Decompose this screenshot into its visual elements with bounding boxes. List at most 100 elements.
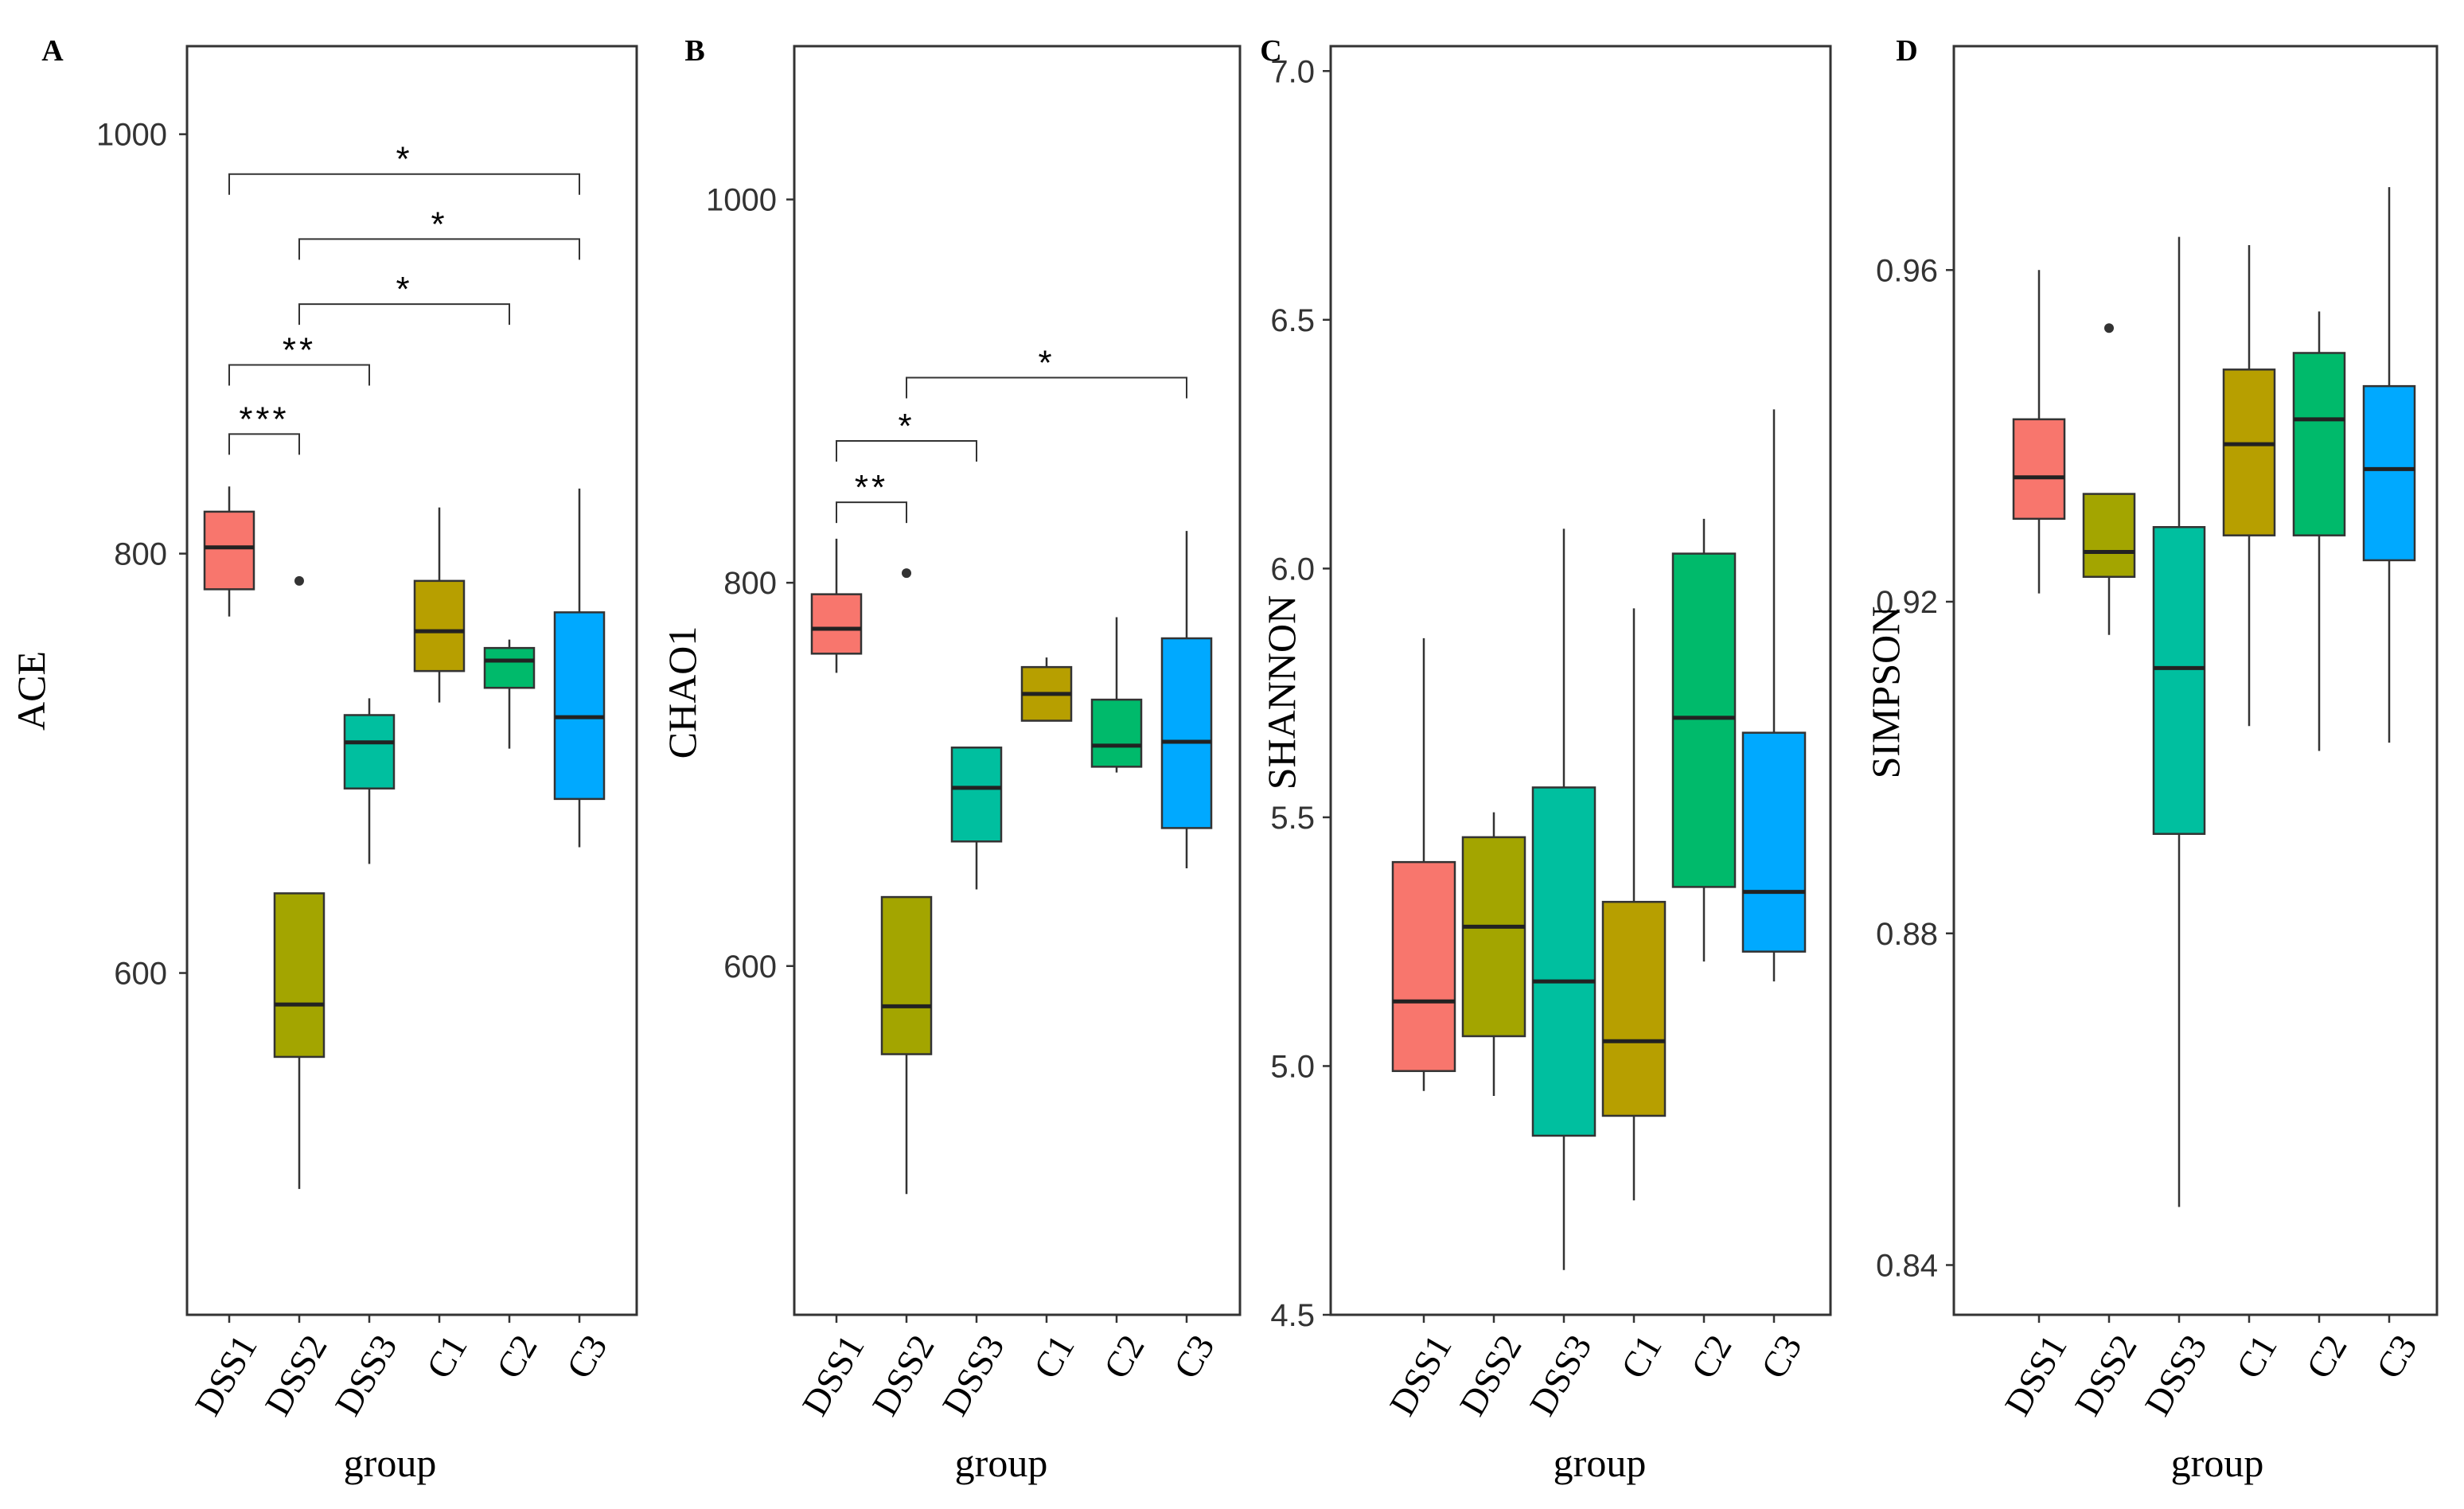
x-axis-label: group	[955, 1441, 1048, 1485]
box-iqr	[1461, 836, 1526, 1038]
box-iqr	[2152, 526, 2206, 835]
panel-letter: C	[1260, 34, 1281, 68]
y-tick-label: 800	[723, 566, 777, 601]
panel-letter: A	[41, 34, 64, 68]
significance-bracket	[298, 303, 510, 326]
y-tick-label: 800	[114, 537, 167, 572]
outlier-point	[294, 575, 304, 586]
box-iqr	[483, 646, 536, 689]
box-iqr	[1671, 552, 1737, 888]
box-iqr	[1601, 900, 1667, 1117]
box-dss2	[1461, 812, 1526, 1096]
box-dss3	[343, 698, 396, 864]
box-iqr	[810, 593, 863, 655]
box-dss1	[810, 538, 863, 673]
box-iqr	[1741, 731, 1807, 953]
plot-frame	[1329, 45, 1832, 1316]
y-tick-label: 1000	[706, 183, 777, 218]
significance-bracket	[836, 501, 907, 524]
y-axis-label: ACE	[9, 651, 53, 731]
y-tick-label: 5.5	[1270, 801, 1315, 836]
box-c2	[1671, 518, 1737, 962]
box-iqr	[273, 892, 326, 1059]
box-dss1	[2012, 270, 2066, 594]
box-c1	[2222, 245, 2276, 727]
significance-label: *	[898, 407, 914, 446]
box-dss2	[880, 568, 933, 1195]
panel-c: C4.55.05.56.06.57.0SHANNONgroupDSS1DSS2D…	[1259, 34, 1832, 1485]
box-dss2	[2082, 323, 2136, 635]
significance-label: *	[396, 270, 412, 309]
significance-label: *	[431, 205, 447, 244]
significance-label: *	[1038, 344, 1055, 383]
box-iqr	[2292, 352, 2346, 536]
box-c3	[553, 488, 606, 848]
y-tick-label: 1000	[96, 118, 167, 153]
x-axis-label: group	[1554, 1441, 1647, 1485]
significance-bracket	[228, 364, 370, 386]
y-tick-label: 0.84	[1876, 1248, 1938, 1283]
box-dss3	[950, 747, 1003, 890]
y-axis-label: SIMPSON	[1863, 606, 1908, 779]
box-iqr	[2362, 384, 2416, 562]
plot-frame	[1952, 45, 2439, 1316]
plot-frame	[793, 45, 1242, 1316]
outlier-point	[2104, 323, 2114, 333]
plot-frame	[185, 45, 638, 1316]
box-iqr	[413, 579, 466, 673]
y-tick-label: 0.92	[1876, 585, 1938, 620]
box-dss3	[2152, 236, 2206, 1207]
box-iqr	[203, 510, 255, 591]
significance-label: **	[855, 468, 888, 507]
outlier-point	[902, 568, 911, 579]
y-tick-label: 600	[114, 957, 167, 992]
box-dss2	[273, 575, 326, 1189]
box-c2	[483, 639, 536, 749]
box-c2	[1090, 617, 1143, 773]
box-iqr	[2012, 418, 2066, 521]
box-c1	[1601, 608, 1667, 1201]
significance-label: *	[396, 140, 412, 179]
box-dss1	[203, 486, 255, 617]
y-tick-label: 0.96	[1876, 253, 1938, 288]
y-tick-label: 600	[723, 949, 777, 985]
y-tick-label: 0.88	[1876, 917, 1938, 952]
box-c2	[2292, 311, 2346, 751]
box-iqr	[1391, 860, 1456, 1072]
box-iqr	[343, 714, 396, 790]
box-iqr	[880, 895, 933, 1055]
box-c3	[2362, 187, 2416, 743]
significance-bracket	[228, 173, 580, 195]
box-c3	[1160, 531, 1213, 868]
box-iqr	[1531, 786, 1597, 1137]
box-dss3	[1531, 528, 1597, 1270]
box-iqr	[1160, 637, 1213, 829]
y-tick-label: 4.5	[1270, 1298, 1315, 1333]
x-axis-label: group	[344, 1441, 437, 1485]
y-tick-label: 6.5	[1270, 303, 1315, 338]
box-c1	[413, 507, 466, 703]
y-axis-label: SHANNON	[1259, 595, 1304, 790]
box-iqr	[950, 747, 1003, 843]
box-c1	[1020, 657, 1073, 722]
box-iqr	[1090, 698, 1143, 768]
y-tick-label: 6.0	[1270, 552, 1315, 587]
box-dss1	[1391, 638, 1456, 1091]
significance-label: **	[283, 330, 316, 369]
y-tick-label: 7.0	[1270, 54, 1315, 89]
box-c3	[1741, 409, 1807, 982]
box-iqr	[2222, 368, 2276, 536]
significance-label: ***	[239, 400, 289, 439]
significance-bracket	[298, 238, 580, 260]
panel-letter: B	[684, 34, 704, 68]
significance-bracket	[228, 433, 300, 455]
box-iqr	[553, 611, 606, 801]
y-axis-label: CHAO1	[660, 626, 704, 759]
significance-bracket	[836, 440, 977, 462]
box-iqr	[2082, 493, 2136, 579]
y-tick-label: 5.0	[1270, 1049, 1315, 1084]
significance-bracket	[906, 376, 1187, 399]
x-axis-label: group	[2171, 1441, 2264, 1485]
